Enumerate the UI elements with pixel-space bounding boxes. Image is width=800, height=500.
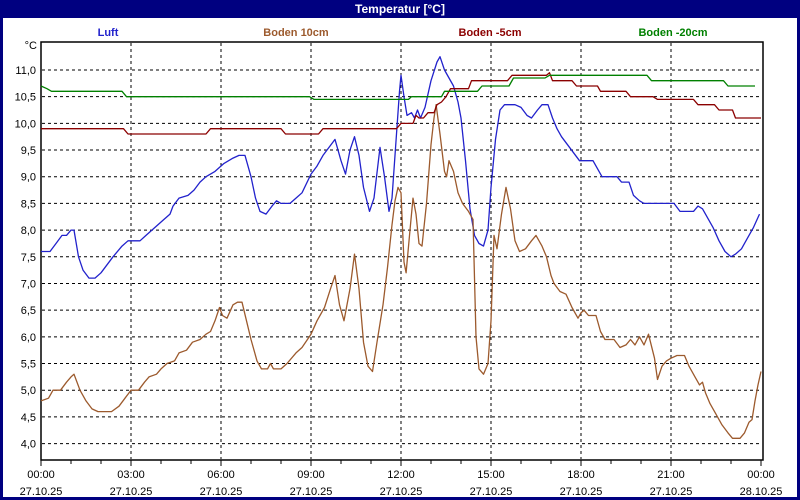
y-axis-unit-label: °C xyxy=(25,40,37,52)
x-tick-time-label: 12:00 xyxy=(387,469,415,481)
y-tick-label: 10,5 xyxy=(15,92,36,104)
series-line-boden10 xyxy=(40,104,762,439)
y-tick-label: 10,0 xyxy=(15,118,36,130)
y-tick-label: 7,0 xyxy=(21,278,36,290)
plot-border xyxy=(40,41,764,461)
x-tick-time-label: 15:00 xyxy=(477,469,505,481)
legend-boden-minus20cm: Boden -20cm xyxy=(638,27,708,39)
y-tick-label: 8,5 xyxy=(21,198,36,210)
x-tick-date-label: 27.10.25 xyxy=(200,486,243,498)
y-tick-label: 4,5 xyxy=(21,412,36,424)
legend-boden-10cm: Boden 10cm xyxy=(263,27,329,39)
y-tick-label: 5,0 xyxy=(21,385,36,397)
y-tick-label: 4,0 xyxy=(21,439,36,451)
x-tick-date-label: 28.10.25 xyxy=(740,486,783,498)
y-tick-label: 9,5 xyxy=(21,145,36,157)
x-tick-time-label: 00:00 xyxy=(747,469,775,481)
x-tick-time-label: 21:00 xyxy=(657,469,685,481)
y-tick-label: 8,0 xyxy=(21,225,36,237)
chart-title: Temperatur [°C] xyxy=(355,2,445,16)
x-tick-date-label: 27.10.25 xyxy=(650,486,693,498)
x-tick-time-label: 03:00 xyxy=(117,469,145,481)
x-tick-date-label: 27.10.25 xyxy=(380,486,423,498)
x-tick-date-label: 27.10.25 xyxy=(560,486,603,498)
chart-title-bar: Temperatur [°C] xyxy=(3,2,797,18)
x-tick-time-label: 18:00 xyxy=(567,469,595,481)
x-tick-time-label: 09:00 xyxy=(297,469,325,481)
y-tick-label: 11,0 xyxy=(15,65,36,77)
series-line-boden_minus20 xyxy=(40,74,755,101)
y-tick-label: 6,0 xyxy=(21,332,36,344)
legend-luft: Luft xyxy=(97,27,119,39)
y-tick-label: 7,5 xyxy=(21,252,36,264)
x-tick-date-label: 27.10.25 xyxy=(470,486,513,498)
series-line-boden_minus5 xyxy=(41,72,761,135)
y-tick-label: 5,5 xyxy=(21,359,36,371)
x-tick-time-label: 06:00 xyxy=(207,469,235,481)
y-tick-label: 9,0 xyxy=(21,172,36,184)
series-line-luft xyxy=(41,56,761,279)
x-tick-date-label: 27.10.25 xyxy=(20,486,63,498)
x-tick-date-label: 27.10.25 xyxy=(290,486,333,498)
x-tick-time-label: 00:00 xyxy=(27,469,55,481)
x-tick-date-label: 27.10.25 xyxy=(110,486,153,498)
legend-boden-minus5cm: Boden -5cm xyxy=(458,27,522,39)
y-tick-label: 6,5 xyxy=(21,305,36,317)
